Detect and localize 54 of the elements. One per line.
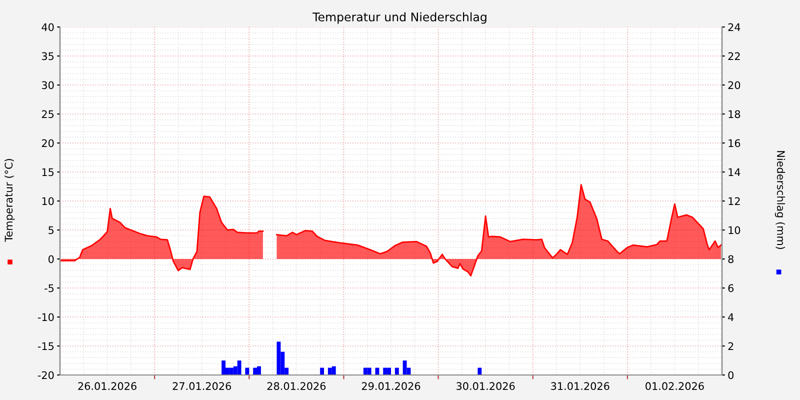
bar (367, 368, 372, 375)
y-tick-label: 25 (42, 110, 54, 118)
y2-tick-label: 8 (728, 255, 734, 264)
bar (387, 368, 391, 375)
bar (394, 368, 399, 375)
x-tick-label: 28.01.2026 (267, 382, 326, 390)
y2-axis-title: Niederschlag (mm) (774, 151, 786, 249)
x-tick-label: 30.01.2026 (456, 382, 515, 390)
x-tick-label: 26.01.2026 (78, 382, 136, 390)
y2-tick-label: 4 (728, 313, 734, 321)
bar (375, 368, 380, 375)
y-tick-label: 10 (42, 197, 54, 206)
bar (253, 368, 258, 375)
y-tick-label: 30 (42, 81, 54, 90)
y2-tick-label: 24 (728, 23, 740, 31)
bar (276, 342, 281, 375)
bar (229, 368, 234, 375)
y-tick-label: -20 (38, 371, 54, 380)
x-tick-label: 27.01.2026 (172, 382, 232, 390)
bar (320, 368, 324, 375)
y-tick-label: 15 (42, 168, 54, 176)
y2-tick-label: 10 (728, 226, 740, 234)
y-tick-label: -5 (44, 284, 54, 292)
bar (402, 360, 407, 375)
y-tick-label: 35 (42, 52, 54, 60)
bar (257, 366, 261, 375)
y2-tick-label: 6 (728, 284, 734, 292)
y2-tick-label: 22 (728, 52, 740, 60)
y2-tick-label: 0 (728, 371, 734, 380)
chart-title: Temperatur und Niederschlag (312, 12, 486, 24)
bar (478, 368, 482, 375)
bar (328, 368, 332, 375)
bar (363, 368, 368, 375)
y2-tick-label: 14 (728, 168, 740, 176)
y-tick-label: 0 (48, 255, 54, 264)
bar (383, 368, 388, 375)
y2-tick-label: 12 (728, 197, 740, 205)
x-tick-label: 01.02.2026 (646, 382, 704, 390)
y-axis-title: Temperatur (°C) (4, 159, 15, 242)
y-tick-label: 20 (42, 139, 54, 148)
y2-tick-label: 18 (728, 110, 740, 118)
y-tick-label: 5 (48, 226, 54, 234)
y2-tick-label: 2 (728, 342, 734, 350)
y2-tick-label: 16 (728, 139, 740, 148)
bar (237, 360, 242, 375)
x-tick-label: 31.01.2026 (551, 382, 610, 390)
y-tick-label: -15 (38, 342, 54, 350)
y-tick-label: -10 (38, 313, 54, 322)
y2-tick-label: 20 (728, 81, 740, 90)
y-tick-label: 40 (42, 23, 54, 32)
bar (245, 368, 250, 375)
bar (222, 360, 226, 375)
x-tick-label: 29.01.2026 (362, 382, 420, 390)
bar (332, 366, 336, 375)
